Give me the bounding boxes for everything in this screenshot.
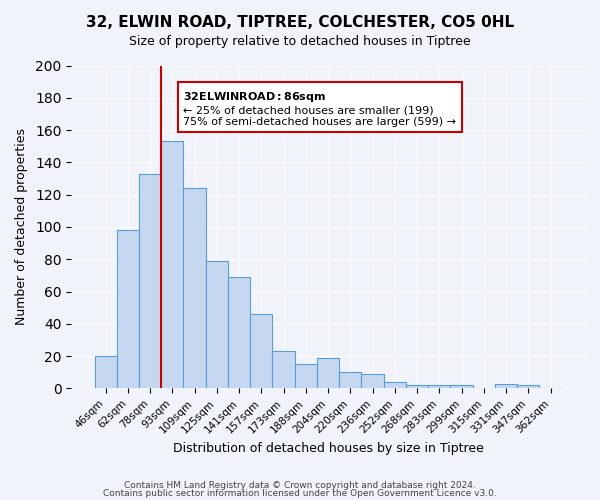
Bar — [406, 385, 428, 388]
Text: $\bf{32 ELWIN ROAD: 86sqm}$
← 25% of detached houses are smaller (199)
75% of se: $\bf{32 ELWIN ROAD: 86sqm}$ ← 25% of det… — [184, 90, 457, 127]
Bar — [206, 261, 228, 388]
Bar — [184, 188, 206, 388]
Bar — [517, 385, 539, 388]
Bar — [495, 384, 517, 388]
Bar — [451, 385, 473, 388]
Bar — [250, 314, 272, 388]
Bar — [383, 382, 406, 388]
X-axis label: Distribution of detached houses by size in Tiptree: Distribution of detached houses by size … — [173, 442, 484, 455]
Y-axis label: Number of detached properties: Number of detached properties — [15, 128, 28, 326]
Bar — [317, 358, 339, 388]
Bar — [272, 352, 295, 389]
Bar — [161, 142, 184, 388]
Bar — [228, 277, 250, 388]
Bar — [339, 372, 361, 388]
Bar — [95, 356, 117, 388]
Text: Size of property relative to detached houses in Tiptree: Size of property relative to detached ho… — [129, 35, 471, 48]
Text: Contains public sector information licensed under the Open Government Licence v3: Contains public sector information licen… — [103, 488, 497, 498]
Bar — [139, 174, 161, 388]
Text: 32, ELWIN ROAD, TIPTREE, COLCHESTER, CO5 0HL: 32, ELWIN ROAD, TIPTREE, COLCHESTER, CO5… — [86, 15, 514, 30]
Bar — [428, 385, 451, 388]
Bar — [295, 364, 317, 388]
Bar — [361, 374, 383, 388]
Bar — [117, 230, 139, 388]
Text: Contains HM Land Registry data © Crown copyright and database right 2024.: Contains HM Land Registry data © Crown c… — [124, 481, 476, 490]
